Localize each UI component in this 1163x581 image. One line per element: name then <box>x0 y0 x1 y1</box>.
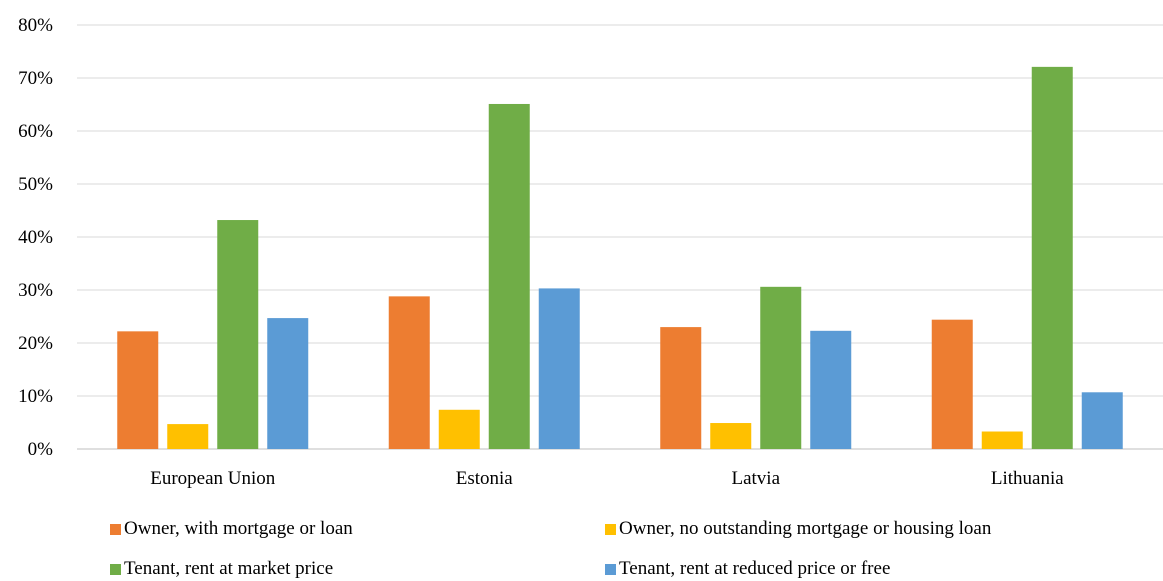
bar-1-2 <box>488 103 530 449</box>
bar-2-0 <box>660 327 702 449</box>
bar-3-3 <box>1081 392 1123 449</box>
y-tick-label: 40% <box>18 227 53 248</box>
legend-swatch <box>110 563 121 575</box>
legend-label: Owner, no outstanding mortgage or housin… <box>619 518 992 539</box>
y-tick-label: 60% <box>18 121 53 142</box>
y-tick-label: 50% <box>18 174 53 195</box>
legend-swatch <box>605 523 616 535</box>
y-tick-label: 70% <box>18 68 53 89</box>
y-tick-label: 10% <box>18 386 53 407</box>
x-category-label: Estonia <box>456 468 514 489</box>
legend-item: Tenant, rent at reduced price or free <box>605 558 890 580</box>
bar-3-2 <box>1031 66 1073 450</box>
bar-0-3 <box>267 318 309 449</box>
x-category-label: Latvia <box>731 468 780 489</box>
legend: Owner, with mortgage or loan Owner, no ou… <box>0 512 1163 581</box>
bar-3-1 <box>981 431 1023 449</box>
y-tick-label: 0% <box>28 439 54 460</box>
legend-item: Tenant, rent at market price <box>110 558 333 580</box>
y-tick-label: 80% <box>18 15 53 36</box>
legend-label: Tenant, rent at reduced price or free <box>619 558 891 579</box>
x-category-label: European Union <box>150 468 276 489</box>
legend-label: Tenant, rent at market price <box>124 558 334 579</box>
x-category-label: Lithuania <box>991 468 1064 489</box>
bar-0-2 <box>217 220 259 449</box>
legend-item: Owner, with mortgage or loan <box>110 518 353 540</box>
bar-2-1 <box>710 423 752 449</box>
bars <box>117 66 1123 450</box>
y-tick-label: 20% <box>18 333 53 354</box>
y-axis-tick-labels: 0% 10% 20% 30% 40% 50% 60% 70% 80% <box>18 15 53 460</box>
y-tick-label: 30% <box>18 280 53 301</box>
bar-chart: 0% 10% 20% 30% 40% 50% 60% 70% 80% European Unio… <box>18 15 1163 489</box>
bar-0-0 <box>117 331 159 449</box>
bar-2-2 <box>760 286 802 449</box>
legend-label: Owner, with mortgage or loan <box>124 518 353 539</box>
bar-2-3 <box>810 330 852 449</box>
legend-item: Owner, no outstanding mortgage or housin… <box>605 518 991 540</box>
bar-0-1 <box>167 424 209 449</box>
bar-1-1 <box>438 409 480 449</box>
legend-swatch <box>605 563 616 575</box>
bar-3-0 <box>931 319 973 449</box>
x-axis-category-labels: European Union Estonia Latvia Lithuania <box>150 468 1064 489</box>
legend-swatch <box>110 523 121 535</box>
bar-1-3 <box>538 288 580 449</box>
bar-1-0 <box>388 296 430 449</box>
